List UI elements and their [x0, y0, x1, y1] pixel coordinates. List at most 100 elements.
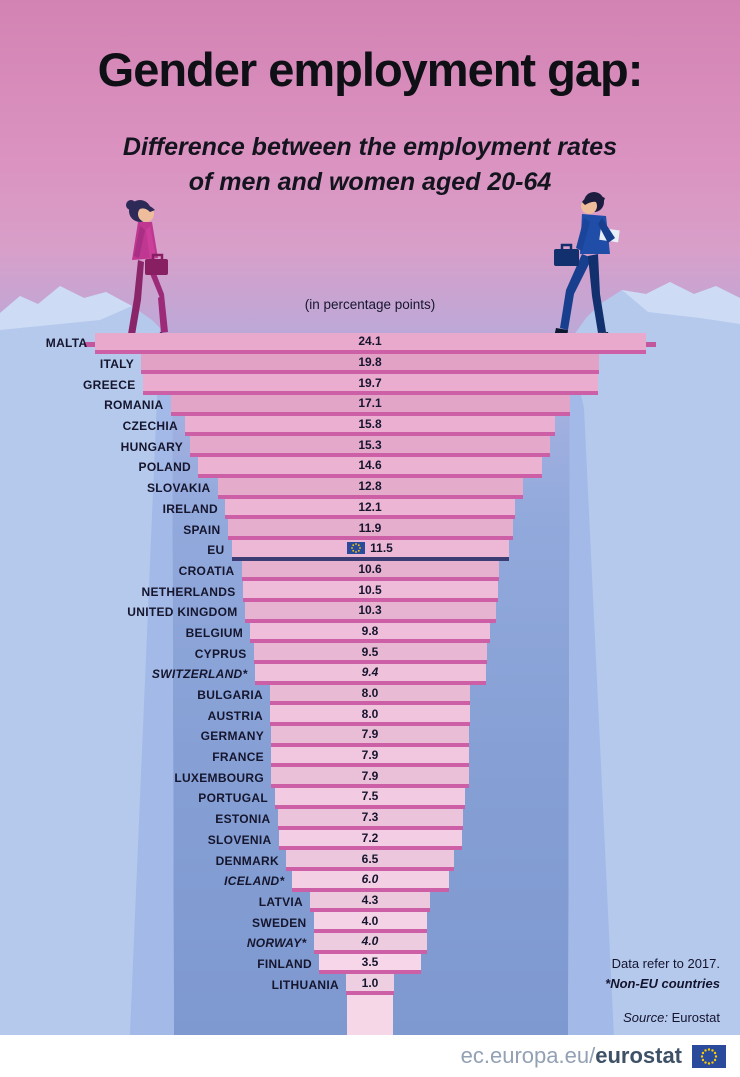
- bar: 9.4: [254, 664, 486, 685]
- bar: 6.5: [286, 850, 454, 871]
- value-label: 8.0: [361, 706, 379, 721]
- chart-row: HUNGARY 15.3: [0, 436, 740, 458]
- country-label: ITALY: [99, 357, 134, 372]
- axis-unit-note: (in percentage points): [304, 297, 436, 312]
- chart-row: BULGARIA 8.0: [0, 684, 740, 706]
- chart-row: NETHERLANDS 10.5: [0, 581, 740, 602]
- bar: 11.5: [231, 539, 509, 561]
- country-label: CROATIA: [178, 563, 235, 578]
- value-label: 10.5: [358, 582, 382, 597]
- value-label: 11.9: [358, 520, 382, 535]
- value-label: 8.0: [361, 686, 379, 701]
- chart-row: ROMANIA 17.1: [0, 395, 740, 416]
- url-eurostat: eurostat: [595, 1043, 682, 1068]
- country-label: MALTA: [45, 336, 88, 351]
- chart-row: EU 11.5: [0, 539, 740, 561]
- bar: 19.8: [141, 353, 599, 375]
- bar: 8.0: [270, 705, 470, 727]
- bar: 9.8: [250, 622, 490, 644]
- bar: 7.2: [278, 829, 462, 851]
- subtitle-line-1: Difference between the employment rates: [122, 133, 618, 161]
- chart-row: UNITED KINGDOM 10.3: [0, 601, 740, 623]
- value-label: 12.1: [358, 499, 382, 514]
- country-label: LITHUANIA: [271, 977, 339, 992]
- bar: 4.0: [313, 912, 427, 933]
- country-label: ICELAND*: [224, 874, 285, 889]
- bar: 3.5: [319, 953, 421, 975]
- chart-row: NORWAY* 4.0: [0, 932, 740, 954]
- chart-row: FINLAND 3.5: [0, 953, 740, 975]
- bar: 12.1: [225, 498, 515, 520]
- canyon-cliffs-illustration: [0, 282, 740, 1077]
- bar: 7.9: [271, 726, 469, 747]
- chart-row: CROATIA 10.6: [0, 560, 740, 582]
- value-label: 7.9: [361, 727, 379, 742]
- chart-row: SWEDEN 4.0: [0, 912, 740, 933]
- value-label: 6.0: [361, 872, 379, 887]
- chart-row: GREECE 19.7: [0, 374, 740, 396]
- value-label: 3.5: [361, 954, 379, 969]
- chart-row: MALTA 24.1: [0, 333, 740, 354]
- value-label: 1.0: [361, 975, 379, 990]
- url-prefix: ec.europa.eu/: [460, 1043, 596, 1068]
- bar: 24.1: [94, 333, 646, 354]
- canyon-bottom-strip: [347, 995, 393, 1035]
- page-title: Gender employment gap:: [97, 43, 644, 96]
- data-note: Data refer to 2017.: [611, 956, 720, 971]
- non-eu-note: *Non-EU countries: [605, 976, 720, 992]
- value-label: 24.1: [358, 334, 382, 349]
- value-label: 15.3: [358, 437, 382, 452]
- bar: 11.9: [227, 519, 513, 540]
- chart-row: ITALY 19.8: [0, 353, 740, 375]
- country-label: SLOVENIA: [207, 832, 272, 847]
- bar: 7.5: [275, 788, 465, 809]
- country-label: SWITZERLAND*: [151, 667, 248, 682]
- eu-flag-icon: [347, 542, 366, 555]
- bar: 19.7: [142, 374, 598, 396]
- country-label: BULGARIA: [197, 688, 263, 703]
- bar: 8.0: [270, 684, 470, 706]
- chart-row: BELGIUM 9.8: [0, 622, 740, 644]
- chart-row: POLAND 14.6: [0, 457, 740, 478]
- chart-row: SWITZERLAND* 9.4: [0, 664, 740, 685]
- footnotes: Data refer to 2017. *Non-EU countries: [605, 954, 720, 994]
- country-label: BELGIUM: [185, 625, 243, 640]
- country-label: UNITED KINGDOM: [127, 605, 238, 620]
- chart-row: CYPRUS 9.5: [0, 643, 740, 664]
- bar: 12.8: [217, 477, 523, 499]
- value-label: 7.9: [361, 768, 379, 783]
- country-label: POLAND: [138, 460, 191, 475]
- value-label: 6.5: [361, 851, 379, 866]
- value-label: 15.8: [358, 417, 382, 432]
- value-label: 7.2: [361, 830, 379, 845]
- value-label: 19.8: [358, 355, 382, 370]
- bar: 1.0: [346, 974, 394, 995]
- chart-row: FRANCE 7.9: [0, 746, 740, 768]
- chart-row: AUSTRIA 8.0: [0, 705, 740, 727]
- country-label: NORWAY*: [246, 936, 307, 951]
- chart-row: LUXEMBOURG 7.9: [0, 767, 740, 789]
- value-label: 9.4: [361, 665, 379, 680]
- country-label: LUXEMBOURG: [174, 770, 264, 785]
- value-label: 9.5: [361, 644, 379, 659]
- country-label: SPAIN: [183, 522, 221, 537]
- country-label: NETHERLANDS: [141, 584, 236, 599]
- chart-row: LITHUANIA 1.0: [0, 974, 740, 995]
- value-label: 19.7: [358, 375, 382, 390]
- bar: 9.5: [253, 643, 487, 664]
- chart-row: SPAIN 11.9: [0, 519, 740, 540]
- country-label: ESTONIA: [215, 812, 271, 827]
- value-label: 4.0: [361, 913, 379, 928]
- bar: 7.9: [271, 746, 469, 768]
- country-label: AUSTRIA: [207, 708, 263, 723]
- bar: 4.3: [310, 891, 430, 913]
- value-label: 9.8: [361, 623, 379, 638]
- country-label: PORTUGAL: [198, 791, 268, 806]
- bar: 10.3: [244, 601, 496, 623]
- bar: 15.3: [190, 436, 550, 458]
- value-label: 14.6: [358, 458, 382, 473]
- country-label: GREECE: [83, 377, 136, 392]
- value-label: 10.3: [358, 603, 382, 618]
- bar: 14.6: [198, 457, 542, 478]
- chart-row: GERMANY 7.9: [0, 726, 740, 747]
